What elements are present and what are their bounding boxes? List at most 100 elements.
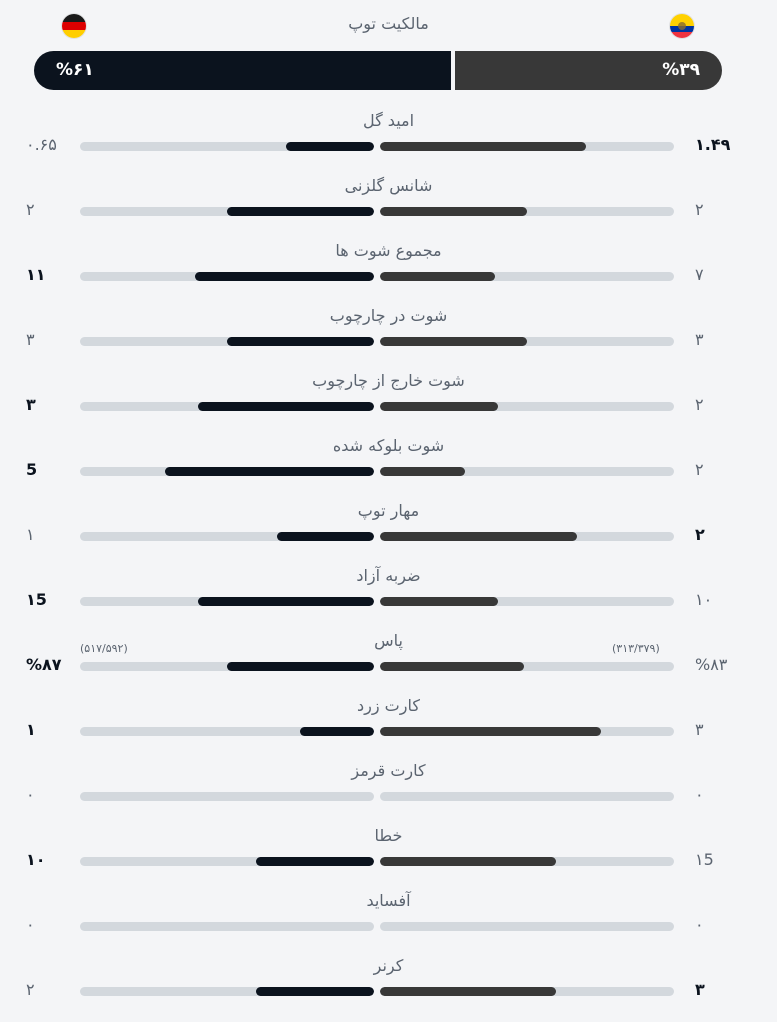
stat-right-fill xyxy=(380,467,465,476)
stat-right-track xyxy=(380,662,674,671)
stat-left-value: ۳ xyxy=(26,330,35,349)
stat-left-track xyxy=(80,922,374,931)
stat-label: پاس xyxy=(374,631,403,650)
stat-left-fill xyxy=(256,987,374,996)
stat-row: مهار توپ ۱ ۲ xyxy=(0,501,777,566)
stat-row: خطا ۱۰ ۱5 xyxy=(0,826,777,891)
stat-left-fill xyxy=(300,727,374,736)
stat-row: شوت خارج از چارچوب ۳ ۲ xyxy=(0,371,777,436)
stat-right-track xyxy=(380,532,674,541)
stat-left-track xyxy=(80,272,374,281)
stat-right-value: ۲ xyxy=(695,200,704,219)
stat-left-fill xyxy=(195,272,374,281)
stat-right-track xyxy=(380,857,674,866)
stat-right-track xyxy=(380,727,674,736)
stat-left-fill xyxy=(256,857,374,866)
possession-title: مالکیت توپ xyxy=(348,14,429,33)
germany-flag-icon xyxy=(62,14,86,38)
possession-left-segment: %۶۱ xyxy=(34,51,451,90)
stat-left-value: ۱5 xyxy=(26,590,47,609)
stat-right-value: ۰ xyxy=(695,915,704,934)
stat-right-value: ۱۰ xyxy=(695,590,713,609)
stat-left-track xyxy=(80,727,374,736)
stat-right-fill xyxy=(380,142,586,151)
stat-row: شوت بلوکه شده 5 ۲ xyxy=(0,436,777,501)
stat-right-track xyxy=(380,597,674,606)
stat-right-fill xyxy=(380,662,524,671)
stat-left-track xyxy=(80,337,374,346)
stat-right-value: %۸۳ xyxy=(695,655,728,674)
stat-right-track xyxy=(380,142,674,151)
stat-right-value: ۳ xyxy=(695,980,705,999)
stat-left-value: ۲ xyxy=(26,980,35,999)
stat-right-track xyxy=(380,792,674,801)
stat-left-subvalue: (۵۱۷/۵۹۲) xyxy=(80,642,128,655)
stat-label: امید گل xyxy=(362,111,415,130)
stat-label: آفساید xyxy=(366,891,411,910)
stat-right-fill xyxy=(380,337,527,346)
stat-left-value: ۰ xyxy=(26,785,35,804)
stat-right-value: ۲ xyxy=(695,525,705,544)
stat-right-fill xyxy=(380,857,556,866)
stat-left-fill xyxy=(227,662,374,671)
stat-left-value: ۰.۶۵ xyxy=(26,135,57,154)
stat-left-track xyxy=(80,402,374,411)
stat-row: کارت زرد ۱ ۳ xyxy=(0,696,777,761)
stat-right-fill xyxy=(380,597,498,606)
stat-right-fill xyxy=(380,207,527,216)
stat-right-value: ۷ xyxy=(695,265,704,284)
stat-right-track xyxy=(380,272,674,281)
stat-label: شانس گلزنی xyxy=(344,176,433,195)
stat-left-track xyxy=(80,142,374,151)
stat-right-track xyxy=(380,207,674,216)
stat-label: کرنر xyxy=(373,956,404,975)
stat-label: ضربه آزاد xyxy=(356,566,421,585)
stat-right-value: ۳ xyxy=(695,720,704,739)
stat-row: پاس %۸۷ %۸۳ (۵۱۷/۵۹۲) (۳۱۳/۳۷۹) xyxy=(0,631,777,696)
stat-left-value: ۱۱ xyxy=(26,265,46,284)
stat-left-fill xyxy=(198,597,374,606)
stat-right-fill xyxy=(380,727,601,736)
stat-right-track xyxy=(380,402,674,411)
stat-right-value: ۲ xyxy=(695,460,704,479)
stat-left-value: ۱۰ xyxy=(26,850,46,869)
stat-right-track xyxy=(380,922,674,931)
stat-left-value: %۸۷ xyxy=(26,655,62,674)
stat-left-track xyxy=(80,532,374,541)
ecuador-flag-icon xyxy=(670,14,694,38)
stat-right-fill xyxy=(380,987,556,996)
stat-left-fill xyxy=(286,142,374,151)
stat-left-track xyxy=(80,467,374,476)
stat-row: شوت در چارچوب ۳ ۳ xyxy=(0,306,777,371)
stat-row: مجموع شوت ها ۱۱ ۷ xyxy=(0,241,777,306)
stat-right-value: ۲ xyxy=(695,395,704,414)
stat-left-fill xyxy=(198,402,374,411)
stat-label: شوت خارج از چارچوب xyxy=(312,371,465,390)
stat-right-fill xyxy=(380,272,495,281)
stat-label: شوت بلوکه شده xyxy=(332,436,445,455)
stat-right-fill xyxy=(380,402,498,411)
stat-right-value: ۳ xyxy=(695,330,704,349)
stat-row: کارت قرمز ۰ ۰ xyxy=(0,761,777,826)
stat-row: ضربه آزاد ۱5 ۱۰ xyxy=(0,566,777,631)
stat-label: کارت قرمز xyxy=(351,761,426,780)
possession-bar: %۶۱ %۳۹ xyxy=(34,51,722,90)
possession-right-segment: %۳۹ xyxy=(455,51,722,90)
stat-left-value: ۰ xyxy=(26,915,35,934)
stat-left-track xyxy=(80,792,374,801)
stat-right-fill xyxy=(380,532,577,541)
stat-label: کارت زرد xyxy=(357,696,420,715)
stat-label: خطا xyxy=(374,826,403,845)
stat-right-value: ۱.۴۹ xyxy=(695,135,731,154)
possession-right-value: %۳۹ xyxy=(662,60,700,80)
stat-right-track xyxy=(380,467,674,476)
stat-left-value: ۲ xyxy=(26,200,35,219)
stat-label: شوت در چارچوب xyxy=(329,306,448,325)
stat-left-fill xyxy=(227,337,374,346)
stat-left-track xyxy=(80,857,374,866)
possession-left-value: %۶۱ xyxy=(56,60,94,80)
stat-left-value: ۱ xyxy=(26,720,36,739)
stat-left-track xyxy=(80,987,374,996)
stat-right-track xyxy=(380,337,674,346)
stat-right-track xyxy=(380,987,674,996)
